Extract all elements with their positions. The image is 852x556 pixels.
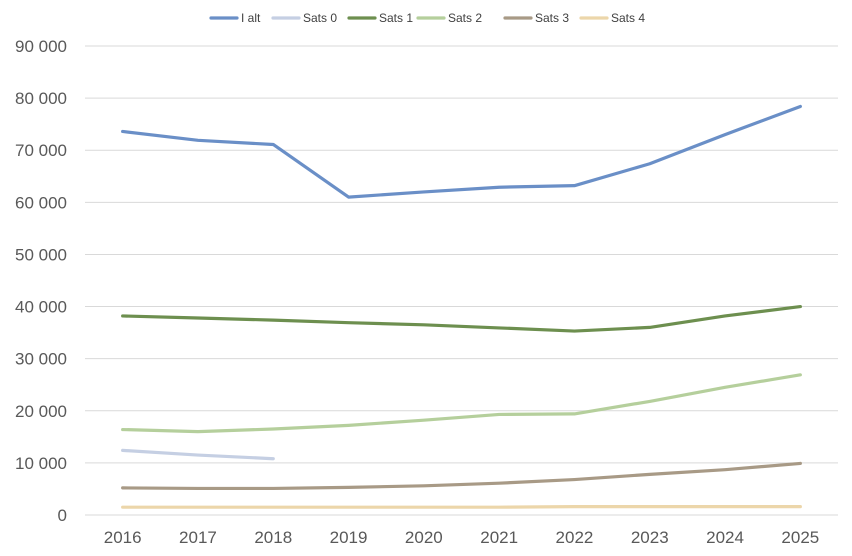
- series-lines: [121, 104, 802, 509]
- y-axis-tick-labels: 0 10 000 20 000 30 000 40 000 50 000 60 000 70 …: [15, 37, 67, 525]
- series-line-i-alt: [121, 104, 802, 199]
- x-tick-label: 2020: [405, 528, 443, 547]
- legend-label-sats-2: Sats 2: [448, 11, 482, 25]
- y-tick-label: 20 000: [15, 402, 67, 421]
- x-tick-label: 2016: [104, 528, 142, 547]
- x-tick-label: 2017: [179, 528, 217, 547]
- series-line-sats-1: [121, 304, 802, 333]
- x-axis-tick-labels: 2016 2017 2018 2019 2020 2021 2022 2023 2024 2025: [104, 528, 820, 547]
- x-tick-label: 2025: [781, 528, 819, 547]
- x-tick-label: 2023: [631, 528, 669, 547]
- y-tick-label: 80 000: [15, 89, 67, 108]
- series-line-sats-4: [121, 505, 802, 509]
- legend-label-sats-1: Sats 1: [379, 11, 413, 25]
- legend-label-sats-3: Sats 3: [535, 11, 569, 25]
- y-tick-label: 40 000: [15, 298, 67, 317]
- y-tick-label: 50 000: [15, 245, 67, 264]
- gridlines: [85, 45, 838, 516]
- legend-label-i-alt: I alt: [241, 11, 261, 25]
- x-tick-label: 2024: [706, 528, 744, 547]
- series-line-sats-2: [121, 373, 802, 434]
- y-tick-label: 10 000: [15, 454, 67, 473]
- x-tick-label: 2018: [254, 528, 292, 547]
- y-tick-label: 0: [58, 506, 67, 525]
- y-tick-label: 70 000: [15, 141, 67, 160]
- legend-label-sats-4: Sats 4: [611, 11, 645, 25]
- x-tick-label: 2019: [330, 528, 368, 547]
- y-tick-label: 90 000: [15, 37, 67, 56]
- x-tick-label: 2022: [556, 528, 594, 547]
- legend-label-sats-0: Sats 0: [303, 11, 337, 25]
- series-line-sats-0: [121, 448, 275, 461]
- y-tick-label: 60 000: [15, 193, 67, 212]
- y-tick-label: 30 000: [15, 350, 67, 369]
- legend: I alt Sats 0 Sats 1 Sats 2 Sats 3 Sats 4: [209, 11, 645, 25]
- x-tick-label: 2021: [480, 528, 518, 547]
- series-line-sats-3: [121, 461, 802, 491]
